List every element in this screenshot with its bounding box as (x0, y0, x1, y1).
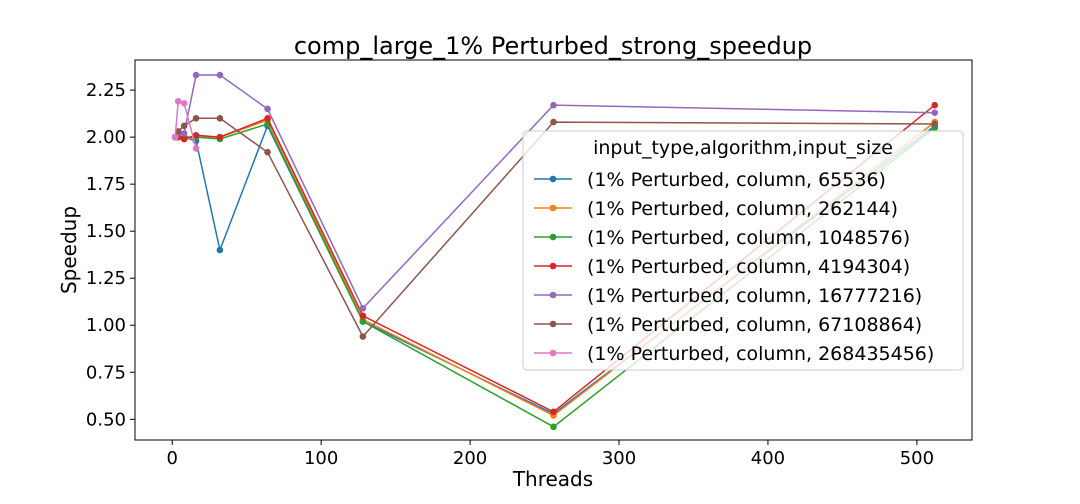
y-tick-label: 0.75 (86, 362, 126, 383)
legend-title: input_type,algorithm,input_size (593, 137, 893, 159)
legend-label: (1% Perturbed, column, 67108864) (587, 314, 922, 336)
y-tick-label: 1.75 (86, 174, 126, 195)
legend-item: (1% Perturbed, column, 65536) (534, 169, 886, 191)
y-axis-label: Speedup (57, 206, 81, 294)
legend-marker (549, 320, 557, 328)
y-tick-label: 0.50 (86, 409, 126, 430)
data-point (192, 115, 200, 122)
data-point (550, 118, 557, 126)
data-point (264, 115, 271, 122)
data-point (216, 71, 224, 79)
legend-label: (1% Perturbed, column, 16777216) (587, 285, 922, 307)
data-point (192, 131, 200, 139)
data-point (216, 246, 224, 254)
x-axis-label: Threads (512, 467, 593, 491)
legend-item: (1% Perturbed, column, 16777216) (534, 285, 922, 307)
data-point (359, 333, 367, 340)
legend-item: (1% Perturbed, column, 4194304) (534, 256, 910, 278)
y-tick-label: 2.25 (86, 80, 126, 101)
data-point (550, 101, 557, 109)
data-point (931, 109, 939, 116)
legend-label: (1% Perturbed, column, 4194304) (587, 256, 910, 278)
data-point (180, 130, 188, 137)
legend-item: (1% Perturbed, column, 262144) (534, 198, 898, 220)
x-tick-label: 300 (602, 448, 636, 469)
y-tick-label: 1.25 (86, 268, 126, 289)
chart-title: comp_large_1% Perturbed_strong_speedup (294, 32, 812, 60)
data-point (264, 148, 271, 156)
data-point (931, 101, 939, 109)
data-point (174, 98, 182, 105)
legend-item: (1% Perturbed, column, 1048576) (534, 227, 910, 249)
legend-marker (549, 291, 557, 299)
series-7 (171, 98, 200, 152)
data-point (359, 312, 367, 320)
x-tick-label: 100 (304, 448, 338, 469)
data-point (192, 145, 200, 152)
legend-marker (549, 204, 557, 212)
x-tick-label: 0 (167, 448, 178, 469)
legend-item: (1% Perturbed, column, 268435456) (534, 343, 934, 365)
plot-frame (134, 59, 973, 441)
x-tick-label: 400 (751, 448, 785, 469)
legend-marker (549, 349, 557, 357)
data-point (359, 318, 367, 325)
data-point (192, 71, 200, 79)
data-point (180, 122, 188, 130)
legend-label: (1% Perturbed, column, 65536) (587, 169, 886, 191)
data-point (359, 305, 367, 312)
legend-item: (1% Perturbed, column, 67108864) (534, 314, 922, 336)
data-point (264, 105, 271, 113)
legend-label: (1% Perturbed, column, 268435456) (587, 343, 934, 365)
data-point (550, 408, 557, 416)
legend-marker (549, 175, 557, 183)
legend-label: (1% Perturbed, column, 1048576) (587, 227, 910, 249)
axis-ticks: 0 100 200 300 400 500 0.50 0.75 1.00 1.25 1.50 1.75… (86, 80, 934, 469)
x-tick-label: 200 (453, 448, 487, 469)
legend-marker (549, 262, 557, 270)
legend-box (522, 130, 964, 371)
y-tick-label: 1.00 (86, 315, 126, 336)
y-tick-label: 1.50 (86, 221, 126, 242)
y-tick-label: 2.00 (86, 127, 126, 148)
data-point (216, 115, 224, 122)
data-point (171, 133, 179, 141)
data-point (180, 135, 188, 143)
data-point (550, 423, 557, 431)
legend-marker (549, 233, 557, 241)
legend-label: (1% Perturbed, column, 262144) (587, 198, 898, 220)
data-point (931, 120, 939, 128)
x-tick-label: 500 (900, 448, 934, 469)
legend: input_type,algorithm,input_size (1% Pert… (522, 130, 964, 371)
data-point (180, 99, 188, 107)
series-6 (171, 115, 939, 340)
data-point (216, 133, 224, 141)
series-group (171, 71, 939, 431)
